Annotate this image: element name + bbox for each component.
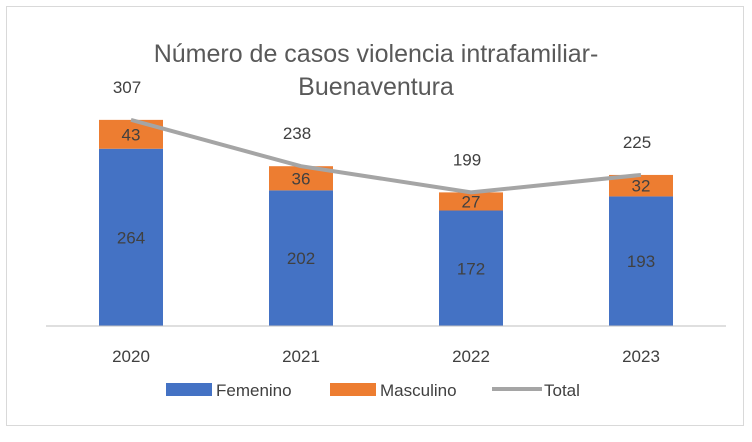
total-label-2020: 307 [113, 78, 141, 97]
bar-femenino-2020 [99, 148, 163, 326]
x-ticks-layer: 2020 2021 2022 2023 [112, 347, 660, 366]
chart-title-line-2: Buenaventura [298, 73, 454, 101]
total-label-2021: 238 [283, 124, 311, 143]
legend-swatch-femenino [166, 383, 212, 396]
data-label-masculino-2023: 32 [632, 177, 651, 196]
data-label-femenino-2020: 264 [117, 228, 145, 247]
total-line [130, 117, 642, 195]
data-label-femenino-2023: 193 [627, 252, 655, 271]
legend-label-femenino: Femenino [216, 381, 292, 400]
total-line-layer [130, 117, 642, 195]
data-labels-layer: 264 43 202 36 172 27 193 32 307 238 199 225 [113, 78, 655, 278]
data-label-masculino-2021: 36 [292, 169, 311, 188]
legend-swatch-masculino [330, 383, 376, 396]
x-tick-2020: 2020 [112, 347, 150, 366]
data-label-masculino-2022: 27 [462, 192, 481, 211]
chart-title-line-1: Número de casos violencia intrafamiliar- [154, 40, 599, 68]
legend-label-masculino: Masculino [380, 381, 457, 400]
bar-masculino-2022 [439, 192, 503, 211]
bar-femenino-2022 [439, 210, 503, 326]
data-label-femenino-2021: 202 [287, 249, 315, 268]
bar-femenino-2023 [609, 196, 673, 326]
x-tick-2022: 2022 [452, 347, 490, 366]
bar-masculino-2023 [609, 174, 673, 197]
legend-label-total: Total [544, 381, 580, 400]
data-label-masculino-2020: 43 [122, 125, 141, 144]
x-tick-2021: 2021 [282, 347, 320, 366]
legend: Femenino Masculino Total [166, 381, 580, 400]
total-label-2023: 225 [623, 133, 651, 152]
total-label-2022: 199 [453, 150, 481, 169]
bars-layer [99, 119, 673, 326]
bar-femenino-2021 [269, 190, 333, 326]
x-tick-2023: 2023 [622, 347, 660, 366]
data-label-femenino-2022: 172 [457, 259, 485, 278]
